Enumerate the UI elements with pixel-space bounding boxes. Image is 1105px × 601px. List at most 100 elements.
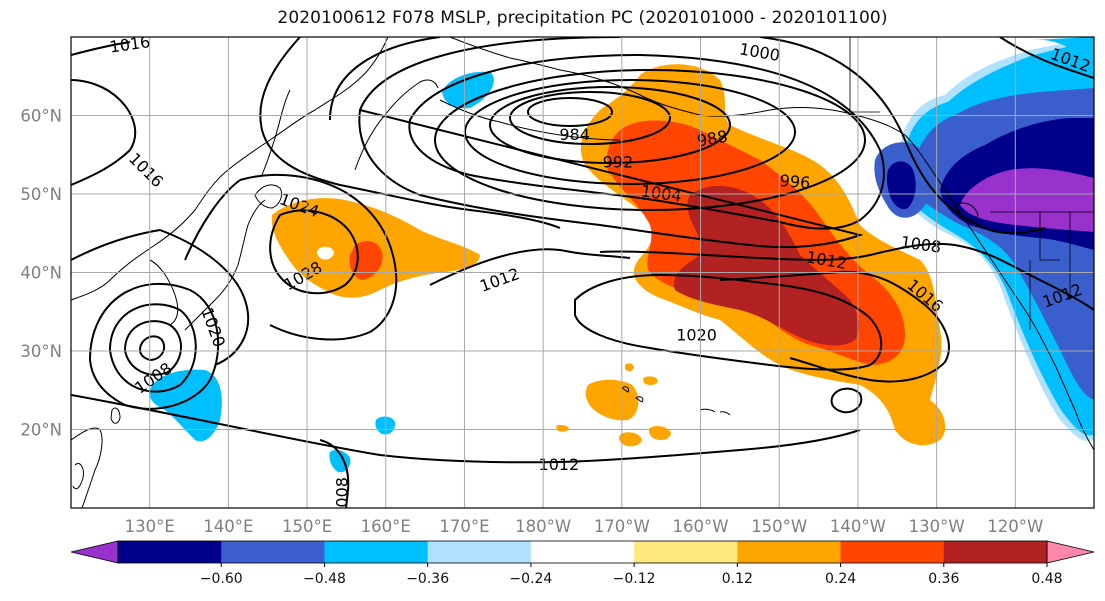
isobar-typhoon-2 bbox=[123, 320, 182, 376]
isobar-996 bbox=[464, 79, 796, 185]
lon-tick-label: 160°E bbox=[361, 517, 411, 536]
colorbar-extend-high bbox=[1046, 540, 1095, 564]
lon-tick-label: 130°W bbox=[909, 517, 965, 536]
coastline-hawaii-2 bbox=[635, 396, 644, 403]
colorbar-segment bbox=[840, 541, 945, 563]
isobar-label: 1016 bbox=[108, 32, 151, 56]
isobar-typhoon-1 bbox=[138, 335, 166, 362]
isobar-label: 992 bbox=[603, 153, 634, 172]
isobar-label: 1020 bbox=[676, 325, 717, 344]
colorbar-segment bbox=[118, 541, 222, 563]
lat-tick-label: 30°N bbox=[20, 342, 62, 361]
colorbar-tick-label: 0.12 bbox=[722, 571, 753, 587]
colorbar-tick-label: −0.24 bbox=[509, 571, 552, 587]
colorbar-segment bbox=[634, 541, 738, 563]
precip-light-blue-pacific-nw bbox=[1030, 37, 1094, 70]
isobar-label: 008 bbox=[332, 477, 351, 508]
coastline-kamchatka bbox=[354, 79, 439, 171]
colorbar-tick-label: −0.48 bbox=[303, 571, 346, 587]
colorbar-tick-label: −0.12 bbox=[613, 571, 656, 587]
coastline-sakhalin bbox=[261, 89, 291, 176]
lat-tick-label: 20°N bbox=[20, 421, 62, 440]
isobar-1008 bbox=[358, 37, 1046, 249]
lon-tick-label: 160°W bbox=[673, 517, 729, 536]
colorbar-tick-label: 0.24 bbox=[825, 571, 856, 587]
isobar-1016-west bbox=[71, 79, 137, 186]
isobar-1012-east bbox=[999, 37, 1094, 79]
colorbar-segment bbox=[737, 541, 842, 563]
precip-orange-hawaii-4 bbox=[625, 363, 634, 372]
coastline-hawaii-1 bbox=[621, 386, 629, 393]
isobar-984 bbox=[527, 97, 613, 127]
isobar-1024 bbox=[184, 173, 398, 341]
lat-tick-label: 40°N bbox=[20, 264, 62, 283]
boundaries bbox=[849, 37, 1094, 330]
colorbar-tick-label: −0.60 bbox=[200, 571, 243, 587]
precip-white-hole-japan bbox=[316, 246, 334, 260]
precip-orange-hawaii-5 bbox=[643, 376, 658, 386]
isobar-1012-mid bbox=[429, 248, 631, 286]
colorbar-segment bbox=[324, 541, 429, 563]
isobar-label: 984 bbox=[559, 125, 590, 144]
colorbar-segment bbox=[943, 541, 1048, 563]
colorbar: −0.60 −0.48 −0.36 −0.24 −0.12 0.12 0.24 0.36 0.4… bbox=[70, 540, 1095, 587]
boundary-us-states bbox=[1029, 212, 1071, 330]
lon-tick-label: 170°E bbox=[439, 517, 489, 536]
lon-tick-label: 170°W bbox=[594, 517, 650, 536]
coastline-korea bbox=[149, 259, 179, 326]
lon-tick-label: 180°W bbox=[515, 517, 571, 536]
lon-tick-label: 140°E bbox=[203, 517, 253, 536]
isobar-1016-nw bbox=[71, 41, 131, 56]
colorbar-segment bbox=[530, 541, 635, 563]
isobar-1020 bbox=[574, 273, 883, 371]
lon-tick-label: 150°E bbox=[282, 517, 332, 536]
isobar-1016 bbox=[259, 37, 950, 383]
colorbar-tick-label: 0.36 bbox=[928, 571, 959, 587]
map-title: 2020100612 F078 MSLP, precipitation PC (… bbox=[277, 8, 888, 28]
colorbar-segment bbox=[221, 541, 325, 563]
coastline-bering-north bbox=[449, 37, 561, 71]
isobar-1012-south bbox=[71, 394, 861, 464]
coastline-taiwan bbox=[110, 407, 121, 424]
isobar-988 bbox=[509, 91, 671, 145]
isobar-1008-typhoon bbox=[88, 282, 220, 410]
precip-navy-alaska-coast bbox=[886, 161, 916, 210]
colorbar-tick-label: 0.48 bbox=[1031, 571, 1062, 587]
coastline-japan-hokkaido bbox=[254, 184, 283, 209]
map-frame bbox=[70, 36, 1095, 509]
precip-orange-hawaii-2 bbox=[619, 432, 642, 447]
lon-tick-label: 140°W bbox=[830, 517, 886, 536]
lat-tick-label: 60°N bbox=[20, 107, 62, 126]
isobar-typhoon-3 bbox=[108, 303, 197, 393]
lat-tick-label: 50°N bbox=[20, 185, 62, 204]
coastline-japan-honshu bbox=[184, 199, 266, 331]
colorbar-tick-label: −0.36 bbox=[406, 571, 449, 587]
colorbar-extend-low bbox=[70, 540, 119, 564]
coastline-island-chain bbox=[699, 408, 731, 416]
coastline-aleutians bbox=[439, 99, 621, 141]
isobar-label: 996 bbox=[779, 171, 811, 193]
precip-red-main-1 bbox=[674, 185, 860, 346]
precip-purple-canada bbox=[960, 168, 1094, 232]
lon-tick-label: 120°W bbox=[987, 517, 1043, 536]
coastline-north-america-west bbox=[904, 134, 1094, 451]
isobar-992 bbox=[489, 86, 731, 164]
isobar-label: 1012 bbox=[539, 455, 580, 474]
lon-tick-label: 130°E bbox=[125, 517, 175, 536]
latitude-tick-labels: 20°N 30°N 40°N 50°N 60°N bbox=[20, 107, 62, 440]
gridlines bbox=[71, 37, 1094, 508]
isobar-1004 bbox=[408, 53, 885, 230]
longitude-tick-labels: 130°E 140°E 150°E 160°E 170°E 180°W 170°W 160°W… bbox=[125, 517, 1044, 536]
coastline-canada-islands bbox=[954, 202, 979, 221]
precip-orange-hawaii-6 bbox=[556, 425, 569, 432]
colorbar-segment bbox=[427, 541, 532, 563]
coastline-philippines bbox=[72, 463, 84, 490]
map-panel[interactable]: 1016101610241028102010081012101200810009… bbox=[70, 32, 1095, 509]
lon-tick-label: 150°W bbox=[751, 517, 807, 536]
isobar-1008-south bbox=[319, 439, 350, 508]
precip-blue-alaska bbox=[442, 71, 494, 109]
colorbar-frame bbox=[117, 540, 1048, 564]
isobar-1000 bbox=[434, 69, 866, 211]
isobar-1012-north bbox=[329, 37, 1094, 311]
